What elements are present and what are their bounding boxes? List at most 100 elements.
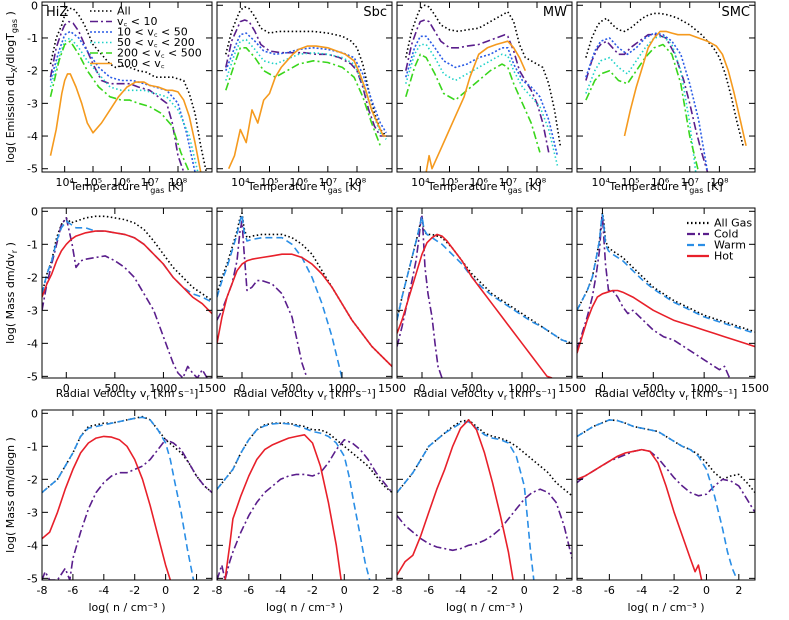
xlabel-r0-c1: Temperature Tgas [K]	[247, 180, 361, 195]
plot-frame-r0-c3	[576, 1, 756, 173]
xtick-label-r2-c0-2: -4	[98, 584, 109, 597]
series-line-r2-c0-3	[42, 435, 172, 580]
panel-r2-c0: 0 -1 -2 -3 -4 -5-8 -6 -4 -2 0 2 log( n / cm⁻³ )	[27, 407, 213, 614]
ytick-label-r2-4: -4	[27, 539, 38, 552]
ytick-label-r2-5: -5	[27, 572, 38, 585]
xtick-label-r2-c0-0: -8	[37, 584, 48, 597]
series-line-r1-c2-0	[397, 215, 572, 345]
plot-frame-r1-c2	[396, 207, 573, 379]
xtick-label-r1-c3-2: 1000	[690, 382, 718, 395]
xtick-label-r1-c0-1: 500	[104, 382, 125, 395]
series-line-r0-c3-4	[585, 43, 700, 172]
xtick-label-r2-c2-4: 0	[521, 584, 528, 597]
xlabel-r0-c3: Temperature Tgas [K]	[608, 180, 722, 195]
xtick-label-r2-c2-0: -8	[392, 584, 403, 597]
plot-frame-r1-c1	[216, 207, 393, 379]
xtick-label-r0-c3-0: 10⁴	[592, 176, 611, 189]
series-group-r0-c2	[405, 4, 562, 172]
xtick-label-r2-c3-0: -8	[572, 584, 583, 597]
xtick-label-r0-c1-1: 10⁵	[260, 176, 278, 189]
xtick-label-r0-c0-2: 10⁶	[112, 176, 131, 189]
series-line-r1-c2-2	[397, 215, 572, 345]
legend-label-r0-0: All	[117, 5, 131, 18]
xtick-label-r0-c2-2: 10⁶	[469, 176, 488, 189]
series-line-r1-c1-0	[217, 212, 392, 367]
plot-frame-r2-c1	[216, 409, 393, 581]
series-line-r1-c0-1	[42, 217, 212, 378]
ytick-label-r2-2: -2	[27, 473, 38, 486]
xtick-label-r0-c2-3: 10⁷	[499, 176, 517, 189]
xtick-label-r0-c1-0: 10⁴	[231, 176, 250, 189]
xtick-label-r2-c0-4: 0	[162, 584, 169, 597]
series-group-r2-c3	[577, 419, 755, 580]
series-line-r1-c1-2	[217, 213, 343, 378]
series-line-r1-c0-0	[42, 215, 212, 302]
series-line-r1-c1-3	[217, 253, 392, 367]
series-line-r0-c2-4	[405, 53, 541, 153]
xtick-label-r0-c1-3: 10⁷	[319, 176, 337, 189]
xtick-label-r2-c3-2: -4	[636, 584, 647, 597]
series-line-r1-c3-2	[577, 213, 755, 335]
series-line-r2-c3-3	[577, 448, 703, 580]
series-line-r1-c1-1	[217, 220, 308, 378]
plot-frame-r0-c2	[396, 1, 573, 173]
ytick-label-r1-4: -4	[27, 337, 38, 350]
series-line-r2-c2-1	[397, 488, 572, 559]
ytick-label-r0-1: -1	[27, 32, 38, 45]
series-line-r2-c0-2	[42, 416, 195, 580]
series-line-r2-c1-3	[224, 433, 342, 580]
xtick-label-r2-c2-1: -6	[423, 584, 434, 597]
xtick-label-r2-c3-5: 2	[735, 584, 742, 597]
ytick-label-r1-5: -5	[27, 370, 38, 383]
xtick-label-r0-c2-1: 10⁵	[440, 176, 458, 189]
xlabel-r1-c3: Radial Velocity vr [km s⁻¹]	[595, 387, 738, 402]
legend-label-r1-1: Cold	[714, 228, 738, 241]
xtick-label-r0-c3-1: 10⁵	[621, 176, 639, 189]
ytick-label-r0-5: -5	[27, 163, 38, 176]
series-line-r0-c0-4	[49, 40, 191, 172]
xtick-label-r0-c3-2: 10⁶	[651, 176, 670, 189]
ytick-label-r2-0: 0	[31, 407, 38, 420]
xtick-label-r0-c0-4: 10⁸	[169, 176, 188, 189]
series-line-r2-c3-1	[577, 448, 755, 513]
ytick-label-r1-3: -3	[27, 304, 38, 317]
legend-label-r0-1: v꜀ < 10	[117, 15, 158, 28]
ytick-label-r0-4: -4	[27, 130, 38, 143]
xlabel-r0-c0: Temperature Tgas [K]	[69, 180, 183, 195]
series-line-r1-c0-3	[42, 230, 212, 315]
xtick-label-r2-c3-1: -6	[604, 584, 615, 597]
xtick-label-r1-c3-3: 1500	[741, 382, 769, 395]
ytick-label-r2-3: -3	[27, 506, 38, 519]
ytick-label-r0-0: 0	[31, 0, 38, 12]
plot-frame-r2-c0	[41, 409, 213, 581]
xtick-label-r0-c0-0: 10⁴	[55, 176, 74, 189]
series-group-r2-c0	[42, 415, 212, 580]
xtick-label-r2-c0-1: -6	[67, 584, 78, 597]
series-group-r1-c1	[217, 212, 392, 378]
legend-label-r1-2: Warm	[714, 239, 746, 252]
series-group-r0-c3	[585, 12, 747, 172]
xtick-label-r1-c2-3: 1500	[558, 382, 586, 395]
xlabel-r2-c1: log( n / cm⁻³ )	[266, 601, 343, 614]
series-line-r2-c0-0	[42, 415, 212, 494]
legend-label-r0-4: 200 < v꜀ < 500	[117, 47, 202, 60]
xtick-label-r0-c1-2: 10⁶	[289, 176, 308, 189]
ytick-label-r2-1: -1	[27, 440, 38, 453]
series-group-r0-c0	[49, 7, 208, 172]
xtick-label-r2-c0-5: 2	[193, 584, 200, 597]
xtick-label-r1-c0-3: 1500	[198, 382, 226, 395]
series-line-r0-c3-0	[585, 12, 744, 147]
xtick-label-r1-c2-1: 500	[462, 382, 483, 395]
panel-r2-c1: -8 -6 -4 -2 0 2 log( n / cm⁻³ )	[212, 409, 393, 614]
panel-r2-c3: -8 -6 -4 -2 0 2 log( n / cm⁻³ )	[572, 409, 756, 614]
xtick-label-r2-c3-3: -2	[669, 584, 680, 597]
xtick-label-r2-c2-2: -4	[455, 584, 466, 597]
series-line-r2-c1-0	[217, 422, 392, 494]
panel-title-1: Sbc	[363, 5, 387, 20]
